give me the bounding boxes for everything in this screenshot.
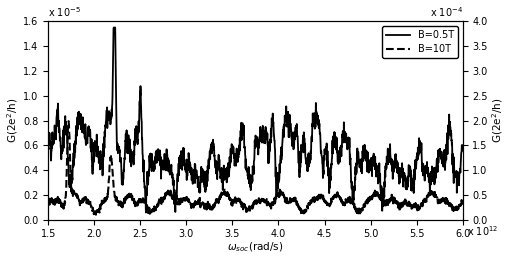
Y-axis label: G(2e$^2$/h): G(2e$^2$/h)	[491, 98, 505, 143]
Y-axis label: G(2e$^2$/h): G(2e$^2$/h)	[6, 98, 20, 143]
Legend: B=0.5T, B=10T: B=0.5T, B=10T	[382, 26, 458, 58]
Text: x 10$^{-5}$: x 10$^{-5}$	[48, 5, 81, 19]
Text: x 10$^{12}$: x 10$^{12}$	[467, 224, 498, 237]
Text: x 10$^{-4}$: x 10$^{-4}$	[430, 5, 462, 19]
X-axis label: $\omega_{soc}$(rad/s): $\omega_{soc}$(rad/s)	[227, 241, 284, 255]
